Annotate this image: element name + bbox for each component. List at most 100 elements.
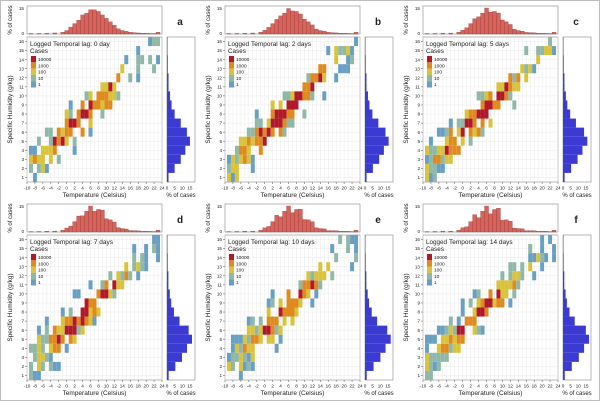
top-hist-bar (543, 33, 549, 35)
y-tick-label: 13 (217, 264, 223, 269)
y-tick-label: 13 (19, 264, 25, 269)
legend-label: 100 (38, 268, 46, 274)
y-tick-label: 2 (417, 364, 420, 369)
top-hist-bar (274, 19, 279, 35)
x-tick-label: 18 (136, 384, 142, 389)
legend-title: Logged (30, 239, 52, 246)
right-hist-tick: 0 (166, 186, 169, 191)
heat-cell (290, 307, 295, 317)
heat-cell (144, 262, 149, 272)
heat-cell (456, 325, 461, 335)
heat-cell (80, 325, 85, 335)
legend-swatch (31, 254, 36, 261)
heat-cell (246, 343, 251, 353)
heat-cell (476, 289, 481, 299)
top-hist-bar (100, 209, 105, 233)
y-tick-label: 15 (217, 48, 223, 53)
top-hist-tick: 15 (217, 204, 223, 209)
top-hist-bar (306, 21, 311, 35)
heat-cell (234, 163, 239, 173)
heat-cell (444, 154, 449, 164)
heat-cell (456, 127, 461, 137)
right-hist-bar (563, 343, 585, 353)
y-tick-label: 15 (19, 246, 25, 251)
legend-label: 100 (434, 268, 442, 274)
heat-cell (128, 73, 133, 83)
top-hist-bar (460, 227, 465, 233)
y-tick-label: 13 (217, 66, 223, 71)
temporal-lag-label: Temporal lag: 7 days (53, 239, 114, 246)
right-hist-bar (563, 361, 572, 371)
y-tick-label: 6 (417, 130, 420, 135)
y-tick-label: 11 (19, 282, 24, 287)
heat-cell (238, 343, 243, 353)
heat-cell (152, 64, 157, 74)
x-tick-label: 22 (151, 186, 157, 191)
heat-cell (424, 163, 429, 173)
heat-cell (230, 343, 235, 353)
right-hist-bar (365, 352, 381, 362)
right-hist-bar (563, 82, 565, 92)
y-tick-label: 6 (21, 328, 24, 333)
heat-cell (282, 316, 287, 326)
x-tick-label: 16 (524, 186, 530, 191)
heat-cell (338, 46, 343, 56)
heat-cell (432, 145, 437, 155)
heat-cell (108, 271, 113, 281)
y-tick-label: 15 (217, 246, 223, 251)
heat-cell (424, 352, 429, 362)
top-hist-tick: 0 (417, 31, 420, 36)
heat-cell (350, 235, 355, 245)
heat-cell (448, 127, 453, 137)
y-tick-label: 5 (21, 337, 24, 342)
heat-cell (274, 118, 279, 128)
heat-cell (440, 343, 445, 353)
top-hist-bar (532, 32, 537, 35)
heat-cell (238, 352, 243, 362)
heat-cell (448, 118, 453, 128)
x-tick-label: -4 (49, 384, 54, 389)
heat-cell (448, 145, 453, 155)
heat-cell (354, 235, 359, 245)
heat-cell (322, 271, 327, 281)
heat-cell (136, 64, 141, 74)
heat-cell (354, 253, 359, 263)
heat-cell (258, 316, 263, 326)
heat-cell (60, 316, 65, 326)
heat-cell (520, 262, 525, 272)
top-hist-bar (136, 32, 141, 35)
y-axis-title: Specific Humidity (g/kg) (403, 273, 410, 341)
heat-cell (286, 118, 291, 128)
top-hist-bar (468, 221, 473, 233)
heat-cell (424, 145, 429, 155)
heat-cell (68, 118, 73, 128)
heat-cell (548, 46, 553, 56)
legend-swatch (427, 62, 432, 69)
x-tick-label: 24 (357, 186, 363, 191)
heat-cell (484, 109, 489, 119)
heat-cell (294, 307, 299, 317)
heat-cell (278, 109, 283, 119)
heat-cell (76, 325, 81, 335)
heat-cell (448, 136, 453, 146)
right-hist-tick: 5 (173, 186, 176, 191)
x-tick-label: 16 (128, 384, 134, 389)
top-hist-bar (496, 12, 501, 35)
heat-cell (120, 280, 125, 290)
legend-swatch (427, 56, 432, 63)
heat-cell (540, 262, 545, 272)
right-hist-tick: 10 (576, 186, 582, 191)
top-hist-bar (112, 25, 117, 35)
legend-swatch (229, 56, 234, 63)
legend-label: 100 (236, 268, 244, 274)
y-tick-label: 11 (217, 84, 222, 89)
heat-cell (500, 298, 505, 308)
y-tick-label: 11 (415, 282, 420, 287)
heat-cell (484, 307, 489, 317)
right-hist-bar (167, 361, 176, 371)
y-tick-label: 16 (217, 39, 223, 44)
top-hist-bar (96, 209, 101, 233)
legend-label: 10 (434, 274, 440, 280)
y-tick-label: 11 (19, 84, 24, 89)
top-hist-bar (96, 11, 101, 35)
